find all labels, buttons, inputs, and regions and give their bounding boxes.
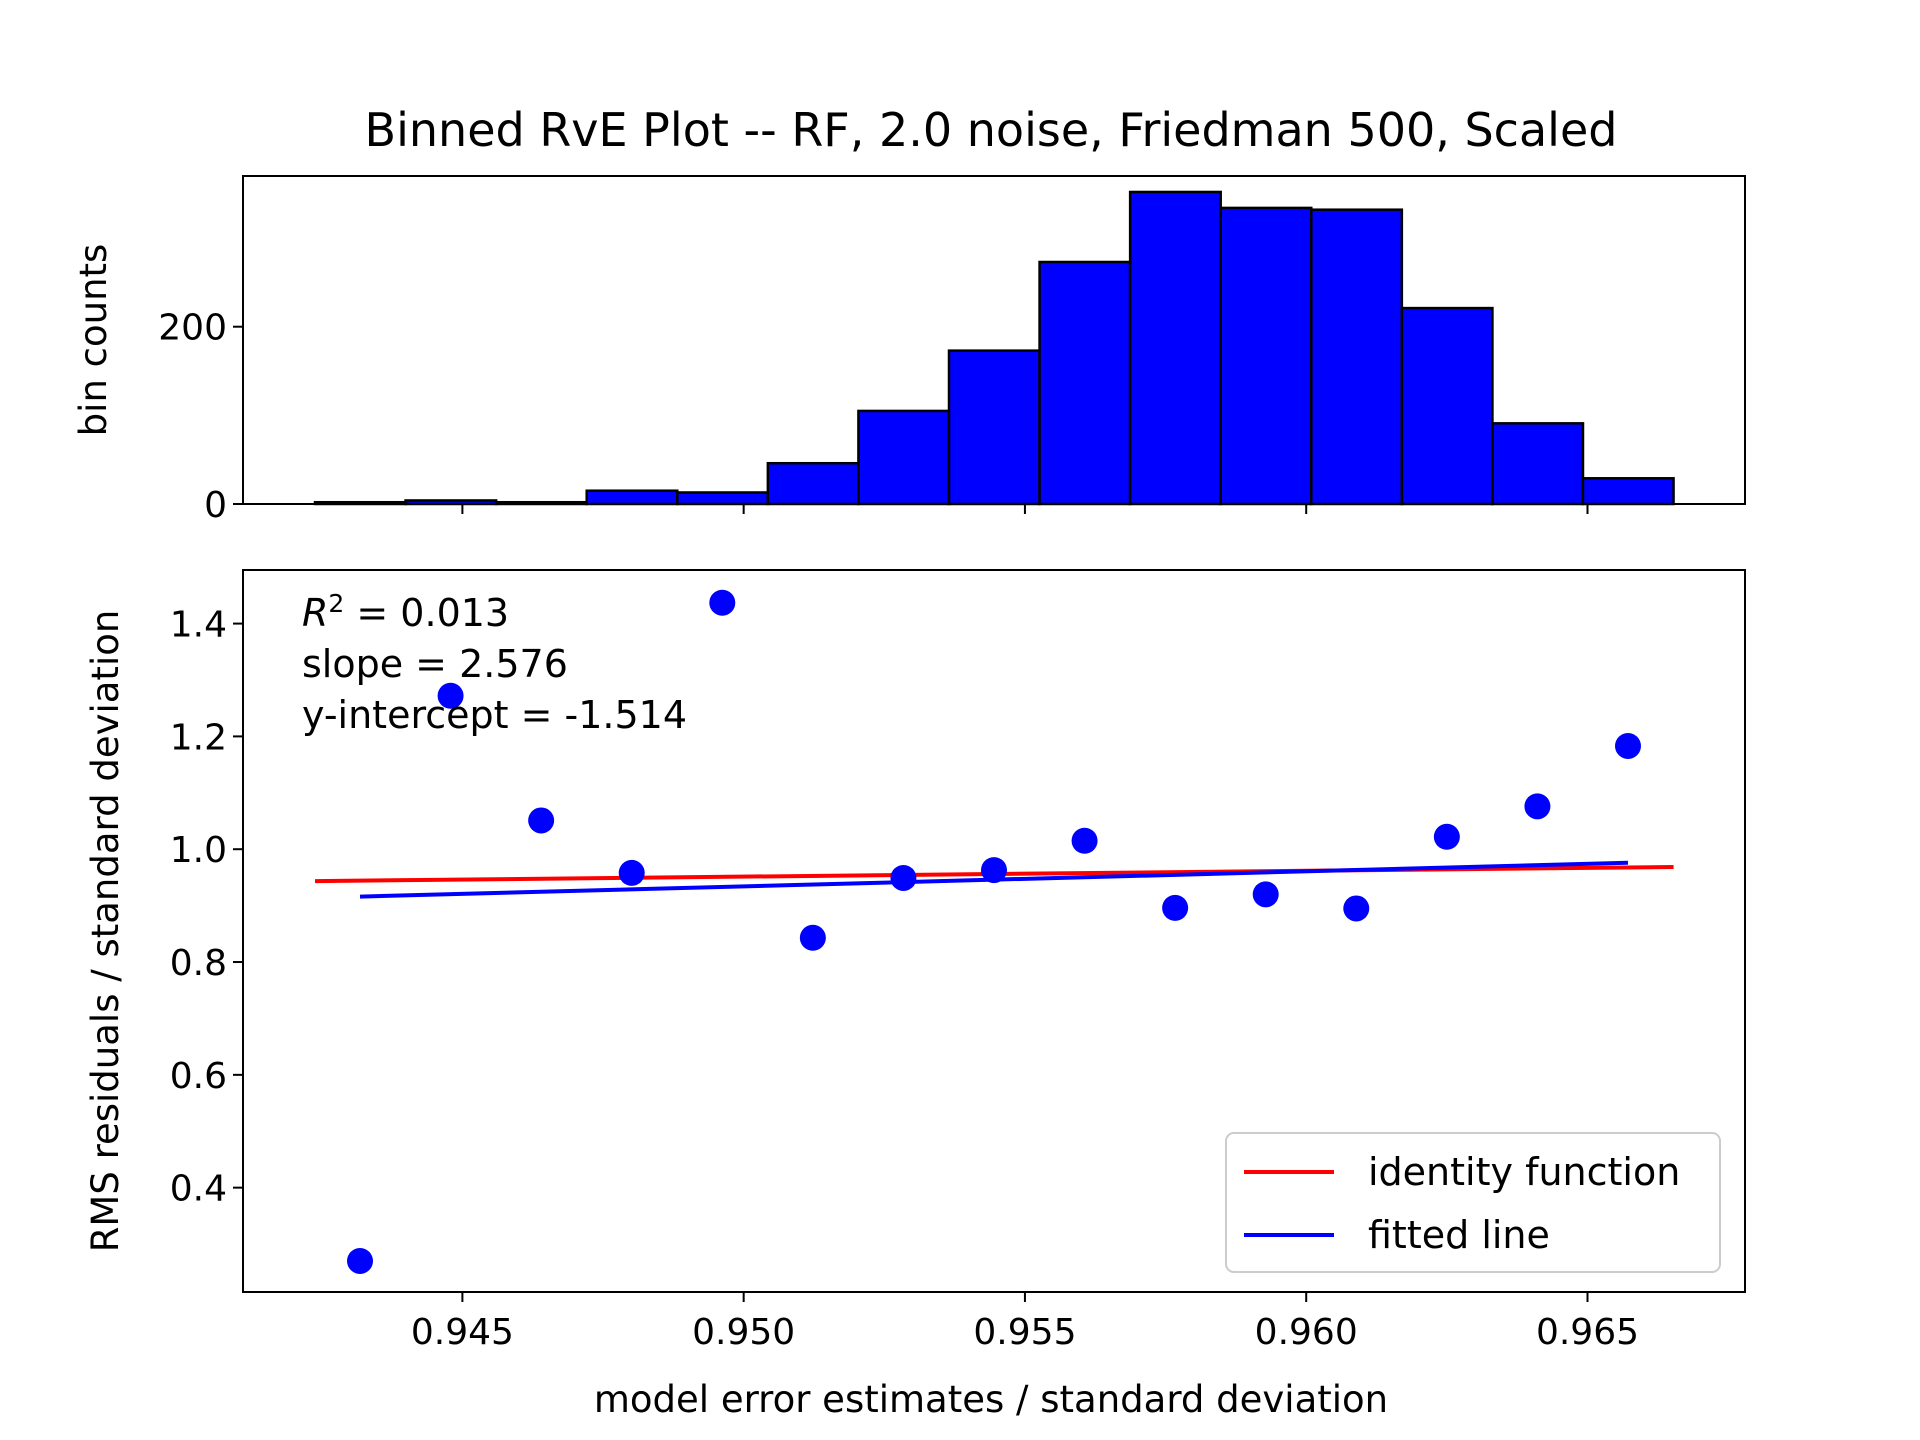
histogram-bars — [313, 190, 1675, 506]
scatter-point — [1071, 827, 1098, 854]
scatter-point — [347, 1247, 374, 1274]
scatter-point — [890, 864, 917, 891]
histogram-bar — [1310, 208, 1404, 506]
scatter-point — [528, 807, 555, 834]
histogram-bar — [766, 461, 860, 506]
scatter-y-tick-label: 0.6 — [170, 1056, 227, 1097]
legend-box — [1225, 1132, 1721, 1273]
scatter-point — [709, 589, 736, 616]
legend-label-identity: identity function — [1368, 1150, 1680, 1194]
intercept-annotation: y-intercept = -1.514 — [302, 693, 687, 737]
histogram-bar — [1581, 477, 1675, 506]
histogram-bar — [1400, 306, 1494, 506]
histogram-panel: 0 200 bin counts — [72, 175, 1746, 526]
histogram-bar — [1219, 206, 1313, 506]
scatter-point — [799, 924, 826, 951]
scatter-y-tick-label: 1.2 — [170, 717, 227, 758]
legend: identity function fitted line — [1225, 1132, 1721, 1273]
legend-label-fitted: fitted line — [1368, 1213, 1550, 1257]
scatter-points — [347, 589, 1641, 1274]
scatter-panel: 0.40.60.81.01.21.4 0.945 0.950 0.955 0.960 0… — [84, 569, 1746, 1421]
histogram-bar — [1038, 260, 1132, 506]
scatter-x-tick-label: 0.945 — [411, 1312, 514, 1353]
scatter-point — [618, 859, 645, 886]
histogram-bar — [947, 349, 1041, 506]
scatter-y-tick-label: 1.4 — [170, 605, 227, 646]
histogram-bar — [1491, 422, 1585, 506]
histogram-y-ticks: 0 200 — [158, 308, 1589, 526]
scatter-point — [981, 857, 1007, 884]
scatter-point — [437, 682, 464, 709]
slope-annotation: slope = 2.576 — [302, 642, 568, 686]
histogram-y-tick-label: 200 — [158, 308, 227, 349]
scatter-point — [1433, 823, 1460, 850]
scatter-x-tick-label: 0.950 — [692, 1312, 795, 1353]
scatter-x-tick-label: 0.955 — [973, 1312, 1076, 1353]
r-squared-symbol: R — [302, 591, 328, 635]
r-squared-value: = 0.013 — [344, 591, 509, 635]
r-squared-superscript: 2 — [328, 589, 344, 618]
histogram-bar — [1128, 190, 1222, 506]
scatter-x-tick-label: 0.965 — [1536, 1312, 1639, 1353]
r-squared-annotation: R2 = 0.013 — [302, 589, 509, 635]
histogram-bar — [585, 489, 679, 506]
chart-title: Binned RvE Plot -- RF, 2.0 noise, Friedm… — [365, 103, 1618, 157]
histogram-frame — [242, 175, 1746, 505]
scatter-y-ticks: 0.4 0.6 0.8 1.0 1.2 1.4 — [170, 605, 243, 1210]
scatter-point — [1252, 881, 1279, 908]
scatter-x-axis-label: model error estimates / standard deviati… — [594, 1378, 1388, 1421]
histogram-y-tick-label: 0 — [204, 485, 227, 526]
scatter-x-tick-label: 0.960 — [1255, 1312, 1358, 1353]
scatter-y-tick-label: 1.0 — [170, 830, 227, 871]
scatter-point — [1614, 732, 1641, 759]
histogram-y-axis-label: bin counts — [72, 244, 115, 437]
scatter-x-ticks: 0.945 0.950 0.955 0.960 0.965 — [411, 1292, 1639, 1353]
scatter-y-axis-label: RMS residuals / standard deviation — [84, 610, 127, 1253]
histogram-bar — [857, 409, 951, 506]
scatter-point — [1343, 895, 1370, 922]
histogram-bar — [676, 491, 770, 506]
scatter-y-tick-label: 0.8 — [170, 943, 227, 984]
scatter-y-tick-label: 0.4 — [170, 1169, 227, 1210]
scatter-frame — [242, 569, 1746, 1293]
scatter-point — [1162, 894, 1189, 921]
scatter-point — [1524, 793, 1551, 820]
